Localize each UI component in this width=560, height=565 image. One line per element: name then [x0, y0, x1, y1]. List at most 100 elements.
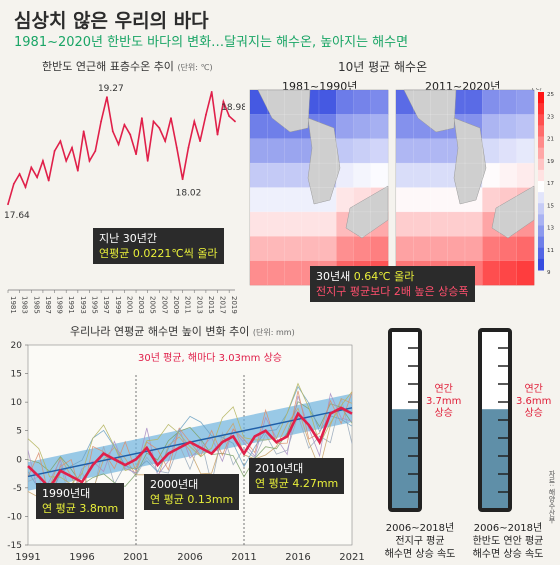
sst-point [228, 115, 231, 118]
sst-point [111, 130, 114, 133]
sl-x-tick-label: 2006 [177, 552, 202, 563]
colorbar-tick-label: 17 [547, 181, 554, 187]
sea-level-chart-title: 우리나라 연평균 해수면 높이 변화 추이 (단위: mm) [70, 323, 295, 339]
sst-point [164, 140, 167, 143]
colorbar-tick-label: 15 [547, 203, 554, 209]
right-cylinder-note: 연간 3.6mm 상승 [516, 384, 551, 420]
sst-data-label: 18.98 [221, 103, 245, 113]
colorbar-tick-label: 21 [547, 137, 554, 143]
sl-station-line [27, 392, 353, 498]
left-map-cell [370, 114, 389, 140]
colorbar-segment [538, 147, 544, 160]
sst-x-tick-label: 1989 [56, 296, 64, 314]
right-map-cell [516, 260, 535, 286]
sst-point [222, 100, 225, 103]
sst-heatmap-maps: 25 23 21 19 17 15 13 11 9 (℃) [249, 88, 554, 286]
colorbar-segment [538, 92, 544, 104]
right-map-cell [482, 260, 500, 286]
sst-point [135, 153, 137, 156]
right-map-cell [447, 211, 466, 237]
sst-point [216, 133, 219, 136]
left-map-cell [319, 211, 337, 237]
sst-point [187, 146, 190, 149]
sea-level-cylinders [388, 328, 512, 512]
sst-x-tick-label: 2013 [195, 296, 203, 314]
sst-chart-title: 한반도 연근해 표층수온 추이 (단위: ℃) [42, 58, 213, 74]
right-map-cell [516, 236, 535, 261]
right-note-line2: 3.6mm [516, 396, 552, 407]
sst-x-tick-label: 2007 [160, 296, 168, 314]
colorbar-segment [538, 203, 544, 215]
colorbar-segment [538, 169, 544, 182]
sst-point [30, 166, 33, 169]
sl-x-tick-label: 2011 [231, 552, 256, 563]
sst-chart-unit: (단위: ℃) [177, 63, 213, 72]
right-map-cell [516, 90, 535, 115]
right-map-cell [413, 138, 431, 164]
right-map-cell [413, 187, 431, 213]
left-map-cell [284, 260, 303, 286]
right-map-cell [396, 163, 414, 188]
right-map-cell [516, 114, 535, 140]
map-panel-title: 10년 평균 해수온 [338, 60, 428, 74]
colorbar-segment [538, 158, 544, 171]
sst-point [24, 186, 27, 189]
left-map-cell [267, 138, 285, 164]
sst-data-label: 19.27 [98, 84, 124, 94]
sst-point [146, 159, 149, 162]
sst-x-tick-label: 2011 [184, 296, 192, 314]
sea-level-line-chart: -15 -10 -5 0 5 10 15 20 1991 1996 2001 2006 2011 2016… [7, 341, 364, 563]
sst-point [71, 146, 73, 149]
colorbar-unit: (℃) [532, 88, 542, 92]
sst-point [158, 127, 161, 129]
sl-mean-series [27, 406, 353, 491]
sst-x-tick-label: 1999 [114, 296, 122, 314]
right-note-line1: 연간 [524, 384, 543, 395]
colorbar-segment [538, 192, 544, 204]
sst-point [175, 146, 178, 149]
page-title: 심상치 않은 우리의 바다 [14, 10, 209, 32]
colorbar-tick-label: 25 [547, 92, 554, 98]
right-cylinder-water [482, 409, 508, 508]
sea-level-title-text: 우리나라 연평균 해수면 높이 변화 추이 [70, 325, 250, 338]
sl-station-line [27, 385, 353, 500]
colorbar-tick-label: 13 [547, 226, 554, 232]
right-map-cell [499, 260, 518, 286]
right-map-cell [413, 211, 431, 237]
left-map-cell [336, 163, 354, 188]
sst-x-tick-label: 1981 [9, 296, 17, 314]
sst-x-tick-label: 2009 [172, 296, 180, 314]
colorbar-segment [538, 258, 544, 271]
right-note-line3: 상승 [524, 408, 543, 419]
map-callout: 30년새 0.64℃ 올라 전지구 평균보다 2배 높은 상승폭 [310, 266, 475, 302]
right-map-cell [482, 187, 500, 213]
source-credit: 자료: 해양수산부 [548, 470, 556, 524]
right-map-cell [430, 211, 449, 237]
left-map-cell [267, 187, 285, 213]
sst-x-tick-label: 2015 [207, 296, 215, 314]
left-note-line3: 상승 [434, 408, 453, 419]
sst-point [42, 159, 44, 162]
left-map-cell [336, 236, 354, 261]
sst-point [76, 169, 79, 172]
right-map-cell [413, 163, 431, 188]
sst-x-tick-label: 2005 [149, 296, 157, 314]
sst-x-tick-label: 2019 [230, 296, 238, 314]
colorbar-segment [538, 236, 544, 249]
colorbar-tick-label: 23 [547, 114, 554, 120]
sst-callout: 지난 30년간 연평균 0.0221℃씩 올라 [93, 228, 224, 264]
sst-point [140, 117, 143, 120]
sst-point [181, 178, 184, 181]
right-caption-line3: 해수면 상승 속도 [472, 549, 544, 560]
sst-point [36, 176, 39, 179]
left-map-cell [336, 138, 354, 164]
sst-point [117, 143, 120, 146]
left-map-cell [301, 236, 320, 261]
sst-x-tick-label: 1985 [32, 296, 40, 314]
sl-y-tick-label: -5 [13, 484, 22, 494]
left-map-cell [336, 187, 354, 213]
right-map-cell [499, 138, 518, 164]
left-cylinder-caption: 2006~2018년 전지구 평균 해수면 상승 속도 [378, 522, 462, 561]
sea-level-box-2000: 2000년대 연 평균 0.13mm [144, 474, 240, 510]
right-map-cell [396, 114, 414, 140]
